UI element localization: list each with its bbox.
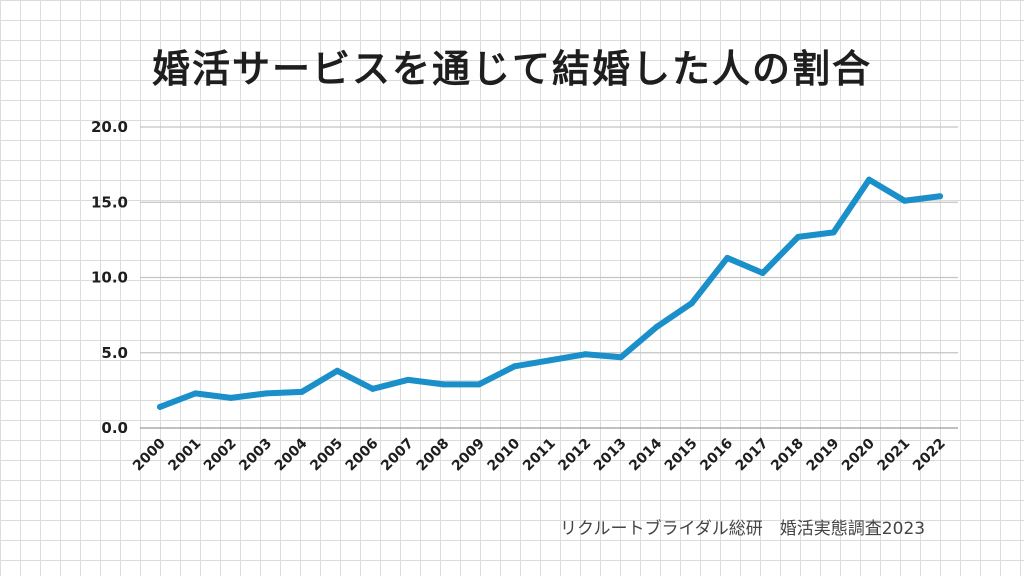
data-point xyxy=(476,381,483,388)
data-point xyxy=(298,388,305,395)
x-tick-label: 2020 xyxy=(839,435,878,474)
y-tick-label: 20.0 xyxy=(91,118,128,136)
x-tick-label: 2012 xyxy=(555,436,594,475)
y-axis-tick-labels: 0.0 5.0 10.0 15.0 20.0 xyxy=(91,118,128,437)
data-point xyxy=(157,403,163,410)
y-axis-gridlines xyxy=(140,126,958,429)
x-tick-label: 2001 xyxy=(165,436,204,475)
data-point xyxy=(440,381,447,388)
data-point xyxy=(866,176,873,183)
data-point xyxy=(511,363,518,370)
data-point xyxy=(901,197,908,204)
series-line xyxy=(157,176,943,410)
x-tick-label: 2009 xyxy=(449,436,488,475)
chart-title: 婚活サービスを通じて結婚した人の割合 xyxy=(151,47,872,91)
y-tick-label: 5.0 xyxy=(101,344,128,362)
x-tick-label: 2006 xyxy=(343,436,382,475)
data-point xyxy=(405,376,412,383)
x-tick-label: 2013 xyxy=(591,436,630,475)
source-note: リクルートブライダル総研 婚活実態調査2023 xyxy=(560,519,926,539)
data-point xyxy=(582,351,589,358)
data-point xyxy=(547,357,553,364)
x-tick-label: 2007 xyxy=(378,436,417,475)
x-tick-label: 2002 xyxy=(201,436,240,475)
data-point xyxy=(937,193,943,200)
y-tick-label: 0.0 xyxy=(101,419,128,437)
x-tick-label: 2000 xyxy=(130,435,169,474)
data-point xyxy=(830,229,837,236)
data-point xyxy=(759,269,766,276)
data-point xyxy=(617,354,624,361)
data-point xyxy=(263,390,270,397)
data-point xyxy=(192,390,199,397)
x-tick-label: 2015 xyxy=(662,436,701,475)
y-tick-label: 15.0 xyxy=(91,193,128,211)
data-point xyxy=(334,367,341,374)
x-tick-label: 2014 xyxy=(626,435,665,474)
x-tick-label: 2019 xyxy=(804,436,843,475)
x-tick-label: 2016 xyxy=(697,436,736,475)
data-point xyxy=(688,300,695,307)
y-tick-label: 10.0 xyxy=(91,269,128,287)
x-axis-tick-labels: 2000200120022003200420052006200720082009… xyxy=(130,435,949,474)
data-point xyxy=(795,233,802,240)
x-tick-label: 2018 xyxy=(768,436,807,475)
data-point xyxy=(724,254,731,261)
x-tick-label: 2008 xyxy=(414,436,453,475)
x-tick-label: 2004 xyxy=(272,435,311,474)
x-tick-label: 2010 xyxy=(485,435,524,474)
data-point xyxy=(369,385,376,392)
data-series xyxy=(157,176,943,410)
data-point xyxy=(227,394,234,401)
x-tick-label: 2021 xyxy=(875,436,914,475)
x-tick-label: 2017 xyxy=(733,436,772,475)
x-tick-label: 2022 xyxy=(910,436,949,475)
x-tick-label: 2005 xyxy=(307,436,346,475)
data-point xyxy=(653,324,660,331)
x-tick-label: 2003 xyxy=(236,436,275,475)
x-tick-label: 2011 xyxy=(520,436,559,475)
